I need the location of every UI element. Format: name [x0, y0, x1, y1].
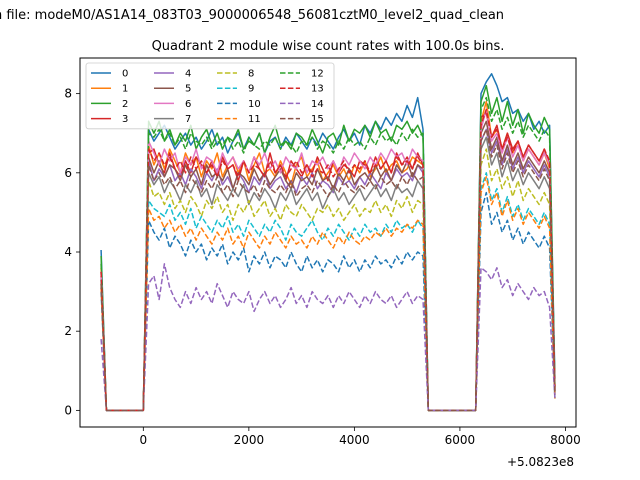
y-axis: 0 2 4 6 8 — [64, 87, 80, 417]
legend-label-7: 7 — [185, 114, 191, 125]
legend-label-13: 13 — [311, 84, 324, 95]
y-tick-label: 4 — [64, 245, 72, 259]
x-tick-label: 2000 — [234, 433, 265, 447]
chart-suptitle: n file: modeM0/AS1A14_083T03_9000006548_… — [0, 8, 504, 23]
legend-label-3: 3 — [122, 114, 128, 125]
legend-label-10: 10 — [248, 99, 261, 110]
y-tick-label: 8 — [64, 87, 72, 101]
series-line-8 — [100, 148, 556, 412]
plot-area-frame — [79, 57, 577, 428]
legend-label-0: 0 — [122, 69, 128, 80]
legend-box — [85, 62, 335, 130]
x-tick-label: 0 — [139, 433, 147, 447]
series-layer — [100, 73, 556, 412]
y-tick-label: 2 — [64, 324, 72, 338]
legend-label-4: 4 — [185, 69, 191, 80]
x-axis: 0 2000 4000 6000 8000 — [139, 427, 581, 447]
x-tick-label: 4000 — [339, 433, 370, 447]
x-tick-label: 6000 — [445, 433, 476, 447]
series-line-9 — [100, 172, 556, 412]
x-offset-label: +5.0823e8 — [507, 455, 574, 469]
legend-label-2: 2 — [122, 99, 128, 110]
legend-label-1: 1 — [122, 84, 128, 95]
legend-label-5: 5 — [185, 84, 191, 95]
series-line-14 — [100, 263, 556, 412]
y-tick-label: 0 — [64, 403, 72, 417]
legend-label-12: 12 — [311, 69, 324, 80]
legend-label-6: 6 — [185, 99, 191, 110]
legend-label-14: 14 — [311, 99, 324, 110]
legend-label-15: 15 — [311, 114, 324, 125]
chart-title: Quadrant 2 module wise count rates with … — [152, 39, 505, 54]
y-tick-label: 6 — [64, 166, 72, 180]
series-line-15 — [100, 128, 556, 412]
series-line-12 — [100, 96, 556, 412]
legend-label-8: 8 — [248, 69, 254, 80]
legend-label-9: 9 — [248, 84, 254, 95]
x-tick-label: 8000 — [550, 433, 581, 447]
legend-label-11: 11 — [248, 114, 261, 125]
